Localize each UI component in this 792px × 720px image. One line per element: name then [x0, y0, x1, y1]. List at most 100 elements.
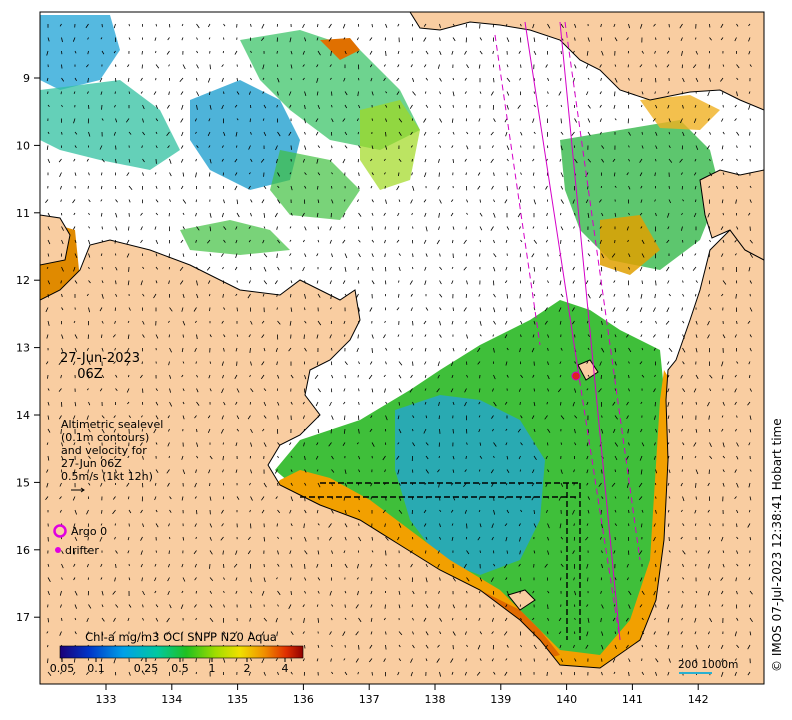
- velocity-arrow: [696, 483, 697, 488]
- velocity-arrow: [413, 227, 414, 229]
- lon-tick-label: 142: [688, 693, 709, 706]
- velocity-arrow: [372, 672, 373, 676]
- lon-tick-label: 135: [227, 693, 248, 706]
- velocity-arrow: [291, 591, 292, 595]
- velocity-arrow: [399, 402, 400, 405]
- velocity-arrow: [129, 24, 130, 26]
- velocity-arrow: [494, 78, 495, 82]
- velocity-arrow: [304, 335, 305, 339]
- time-label: 06Z: [77, 367, 103, 382]
- velocity-arrow: [682, 402, 683, 405]
- lon-tick-label: 138: [425, 693, 446, 706]
- velocity-arrow: [62, 618, 63, 621]
- velocity-arrow: [439, 456, 440, 458]
- lat-tick-label: 12: [16, 274, 30, 287]
- velocity-arrow: [669, 186, 670, 189]
- colorbar-tick-label: 0.5: [171, 662, 189, 675]
- velocity-arrow: [453, 105, 454, 108]
- scale-bar: 200 1000m: [678, 659, 738, 673]
- velocity-arrow: [210, 308, 211, 312]
- velocity-arrow: [291, 146, 292, 150]
- velocity-arrow: [399, 281, 400, 283]
- velocity-arrow: [521, 146, 522, 148]
- velocity-arrow: [386, 551, 387, 556]
- velocity-arrow: [197, 429, 198, 432]
- lat-tick-label: 13: [16, 342, 30, 355]
- drifter-label: drifter: [65, 544, 99, 557]
- velocity-arrow: [345, 335, 346, 337]
- velocity-arrow: [615, 321, 616, 323]
- velocity-arrow: [413, 321, 414, 325]
- velocity-arrow: [116, 146, 117, 150]
- colorbar-gradient: [60, 646, 303, 658]
- velocity-arrow: [142, 362, 143, 365]
- lat-tick-label: 9: [23, 72, 30, 85]
- velocity-arrow: [210, 92, 211, 96]
- velocity-arrow: [48, 659, 49, 664]
- date-label: 27-Jun-2023: [60, 351, 140, 366]
- legend-line-2: (0.1m contours): [61, 431, 149, 444]
- velocity-arrow: [723, 186, 724, 189]
- lat-tick-label: 15: [16, 476, 30, 489]
- lon-tick-label: 141: [622, 693, 643, 706]
- lon-tick-label: 137: [359, 693, 380, 706]
- colorbar-tick-label: 0.05: [50, 662, 75, 675]
- velocity-arrow: [561, 51, 562, 54]
- lon-tick-label: 136: [293, 693, 314, 706]
- legend-line-3: and velocity for: [61, 444, 147, 457]
- velocity-arrow: [277, 524, 278, 527]
- velocity-arrow: [602, 659, 603, 662]
- colorbar-tick-label: 4: [282, 662, 289, 675]
- legend-line-4: 27-Jun 06Z: [61, 457, 122, 470]
- velocity-arrow: [413, 429, 414, 431]
- velocity-arrow: [642, 281, 643, 284]
- velocity-arrow: [575, 335, 576, 338]
- lat-tick-label: 10: [16, 139, 30, 152]
- lat-tick-label: 17: [16, 611, 30, 624]
- velocity-arrow: [115, 92, 116, 94]
- velocity-arrow: [169, 456, 170, 458]
- velocity-arrow: [291, 537, 292, 539]
- velocity-arrow: [466, 227, 467, 230]
- velocity-arrow: [696, 38, 697, 40]
- velocity-arrow: [696, 497, 697, 500]
- velocity-arrow: [656, 38, 657, 40]
- velocity-arrow: [251, 267, 252, 270]
- velocity-arrow: [682, 645, 683, 648]
- velocity-arrow: [642, 119, 643, 121]
- velocity-arrow: [709, 105, 710, 108]
- colorbar-tick-label: 0.1: [87, 662, 105, 675]
- velocity-arrow: [534, 659, 535, 662]
- velocity-arrow: [102, 510, 103, 514]
- velocity-arrow: [170, 186, 171, 190]
- velocity-arrow: [237, 308, 238, 312]
- velocity-arrow: [48, 645, 49, 647]
- velocity-arrow: [359, 645, 360, 650]
- velocity-arrow: [210, 564, 211, 569]
- velocity-arrow: [561, 240, 562, 244]
- velocity-arrow: [615, 92, 616, 97]
- colorbar-tick-label: 1: [209, 662, 216, 675]
- velocity-arrow: [642, 645, 643, 647]
- velocity-arrow: [467, 524, 468, 529]
- argo-label: Argo 0: [71, 525, 107, 538]
- lon-tick-label: 134: [161, 693, 182, 706]
- velocity-arrow: [169, 254, 170, 258]
- colorbar-tick-label: 2: [244, 662, 251, 675]
- velocity-arrow: [386, 132, 387, 136]
- velocity-arrow: [696, 551, 697, 553]
- drifter-icon: [55, 547, 61, 553]
- velocity-arrow: [534, 281, 535, 284]
- legend-line-1: Altimetric sealevel: [61, 418, 163, 431]
- velocity-arrow: [737, 524, 738, 528]
- velocity-arrow: [750, 605, 751, 608]
- drifter-marker: [572, 372, 580, 380]
- velocity-arrow: [278, 483, 279, 486]
- scale-label: 200 1000m: [678, 659, 738, 671]
- velocity-arrow: [102, 105, 103, 110]
- velocity-arrow: [305, 564, 306, 569]
- velocity-arrow: [507, 551, 508, 554]
- lat-tick-label: 11: [16, 207, 30, 220]
